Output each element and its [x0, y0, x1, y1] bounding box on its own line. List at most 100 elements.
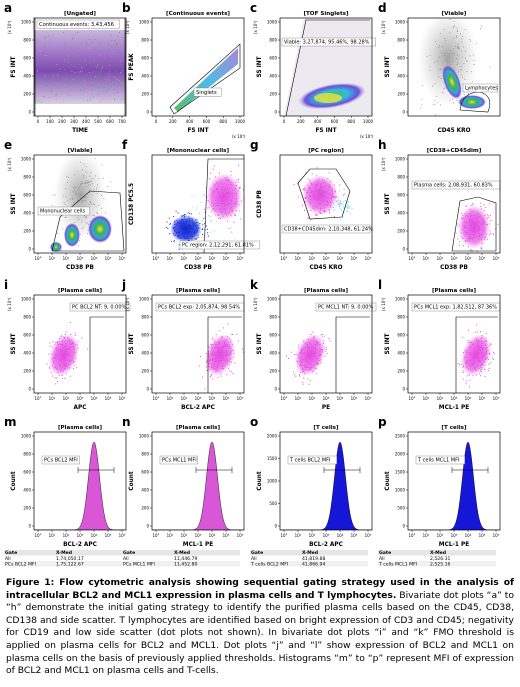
singlet-band	[174, 48, 238, 112]
y-tick-label: 600	[23, 470, 31, 475]
threshold-gate	[335, 316, 370, 393]
x-tick-label: 100	[46, 119, 54, 124]
x-tick-label: 10³	[77, 396, 84, 401]
x-exponent: (x 10³)	[360, 134, 374, 139]
panel-letter: j	[121, 278, 126, 292]
y-axis-label: SS INT	[11, 333, 17, 354]
x-tick-label: 10⁶	[237, 396, 244, 401]
x-tick-label: 10°	[34, 256, 41, 261]
x-tick-label: 10³	[323, 533, 330, 538]
y-tick-label: 800	[141, 315, 149, 320]
panel-letter: e	[4, 138, 12, 152]
x-tick-label: 10⁵	[351, 256, 358, 261]
stats-table: Gate X-Med All 1,74,050.17 PCs BCL2 MFI 1,75,…	[4, 550, 122, 568]
x-axis-label: MCL-1 PE	[439, 542, 469, 548]
stats-gate-name: All	[379, 556, 385, 562]
x-tick-label: 10⁴	[91, 256, 98, 261]
y-tick-label: 1000	[395, 488, 406, 493]
x-tick-label: 10¹	[49, 533, 56, 538]
x-tick-label: 10¹	[49, 396, 56, 401]
gate-label-box	[179, 240, 260, 250]
panel-c: 1000 800 600 400 200 0 0 200 400 600 800 1000 Viable…	[250, 1, 376, 139]
panel-letter: c	[250, 1, 257, 15]
gate-label: PC BCL2 NT: 9, 0.00%	[72, 305, 126, 311]
panel-title: [T cells]	[441, 425, 467, 431]
gate-label: CD38+CD45dim: 2,10,348, 61.24%	[284, 227, 373, 233]
panel-title: [Plasma cells]	[176, 288, 221, 294]
threshold-gate	[89, 316, 124, 393]
y-tick-label: 800	[269, 38, 277, 43]
y-exponent: (x 10³)	[381, 297, 386, 311]
y-tick-label: 200	[23, 369, 31, 374]
x-tick-label: 600	[331, 119, 339, 124]
plot-frame	[151, 294, 245, 394]
x-tick-label: 10⁴	[337, 396, 344, 401]
y-tick-label: 400	[23, 488, 31, 493]
x-tick-label: 10²	[437, 256, 444, 261]
y-axis-label: SS INT	[385, 193, 391, 214]
x-tick-label: 200	[169, 119, 177, 124]
panel-letter: b	[122, 1, 131, 15]
x-tick-label: 10²	[63, 533, 70, 538]
panel-letter: o	[250, 415, 258, 429]
x-tick-label: 300	[70, 119, 78, 124]
gate-label: T cells BCL2 MFI	[289, 458, 331, 464]
x-tick-label: 10⁴	[91, 533, 98, 538]
panel-title: [TOF Singlets]	[303, 11, 349, 17]
x-tick-label: 10⁵	[479, 533, 486, 538]
y-tick-label: 1000	[21, 20, 32, 25]
x-axis-label: MCL-1 PE	[183, 542, 213, 548]
gate-label-box	[462, 83, 498, 93]
gate-label: PCs BCL2 exp: 2,05,874, 98.54%	[158, 305, 240, 311]
panel-p: 2500 2000 1500 1000 500 010° 10¹ 10² 10³ 10⁴ 10⁵ 10…	[378, 415, 501, 548]
x-tick-label: 10⁵	[351, 533, 358, 538]
x-tick-label: 10⁴	[465, 533, 472, 538]
panel-h: 1000 800 600 400 200 010° 10¹ 10² 10³ 10⁴ 10⁵ 10⁶ Pl…	[378, 138, 501, 271]
y-tick-label: 1000	[21, 434, 32, 439]
y-tick-label: 400	[23, 74, 31, 79]
gate-label: PC region: 2,12,291, 61.81%	[182, 243, 254, 249]
y-tick-label: 600	[397, 193, 405, 198]
y-tick-label: 0	[402, 247, 405, 252]
y-tick-label: 600	[141, 333, 149, 338]
y-tick-label: 200	[23, 506, 31, 511]
x-tick-label: 10³	[77, 533, 84, 538]
panel-j: 1000 800 600 400 200 010° 10¹ 10² 10³ 10⁴ 10⁵ 10⁶ PC…	[121, 278, 245, 411]
stats-gate-name: T cells MCL1 MFI	[378, 562, 417, 568]
y-tick-label: 0	[146, 387, 149, 392]
y-tick-label: 200	[397, 229, 405, 234]
x-tick-label: 0	[37, 119, 40, 124]
y-tick-label: 1000	[139, 434, 150, 439]
x-axis-label: MCL-1 PE	[439, 405, 469, 411]
panel-i: 1000 800 600 400 200 010° 10¹ 10² 10³ 10⁴ 10⁵ 10⁶ PC…	[4, 278, 131, 411]
y-tick-label: 0	[274, 387, 277, 392]
panel-title: [T cells]	[313, 425, 339, 431]
panel-a: 1000 800 600 400 200 0 0 100 200 300 400 500 600 700 C…	[4, 1, 127, 134]
gate-label: PC MCL1 NT: 9, 0.00%	[318, 305, 373, 311]
x-tick-label: 10²	[181, 256, 188, 261]
panel-letter: i	[4, 278, 8, 292]
x-tick-label: 10²	[437, 396, 444, 401]
x-tick-label: 10°	[152, 396, 159, 401]
y-axis-label: SS INT	[257, 56, 263, 77]
gate-label-box	[315, 302, 377, 312]
y-exponent: (x 10³)	[381, 157, 386, 171]
viable-gate	[285, 19, 370, 116]
caption-title: Figure 1: Flow cytometric analysis showi…	[6, 577, 514, 601]
stats-header-bg	[378, 550, 496, 556]
y-axis-label: SS INT	[385, 333, 391, 354]
gate-label-box	[36, 19, 120, 29]
x-tick-label: 10⁵	[479, 396, 486, 401]
x-tick-label: 0	[155, 119, 158, 124]
x-axis-label: FS INT	[315, 128, 336, 134]
y-tick-label: 400	[141, 488, 149, 493]
panel-letter: n	[122, 415, 131, 429]
x-tick-label: 600	[106, 119, 114, 124]
panel-letter: g	[250, 138, 259, 152]
y-tick-label: 1500	[267, 456, 278, 461]
plot-content	[34, 441, 126, 530]
y-tick-label: 0	[28, 524, 31, 529]
gate-label: PCs MCL1 MFI	[162, 458, 197, 464]
x-tick-label: 10³	[451, 533, 458, 538]
panel-e: 1000 800 600 400 200 010° 10¹ 10² 10³ 10⁴ 10⁵ 10⁶ Mo…	[4, 138, 127, 271]
